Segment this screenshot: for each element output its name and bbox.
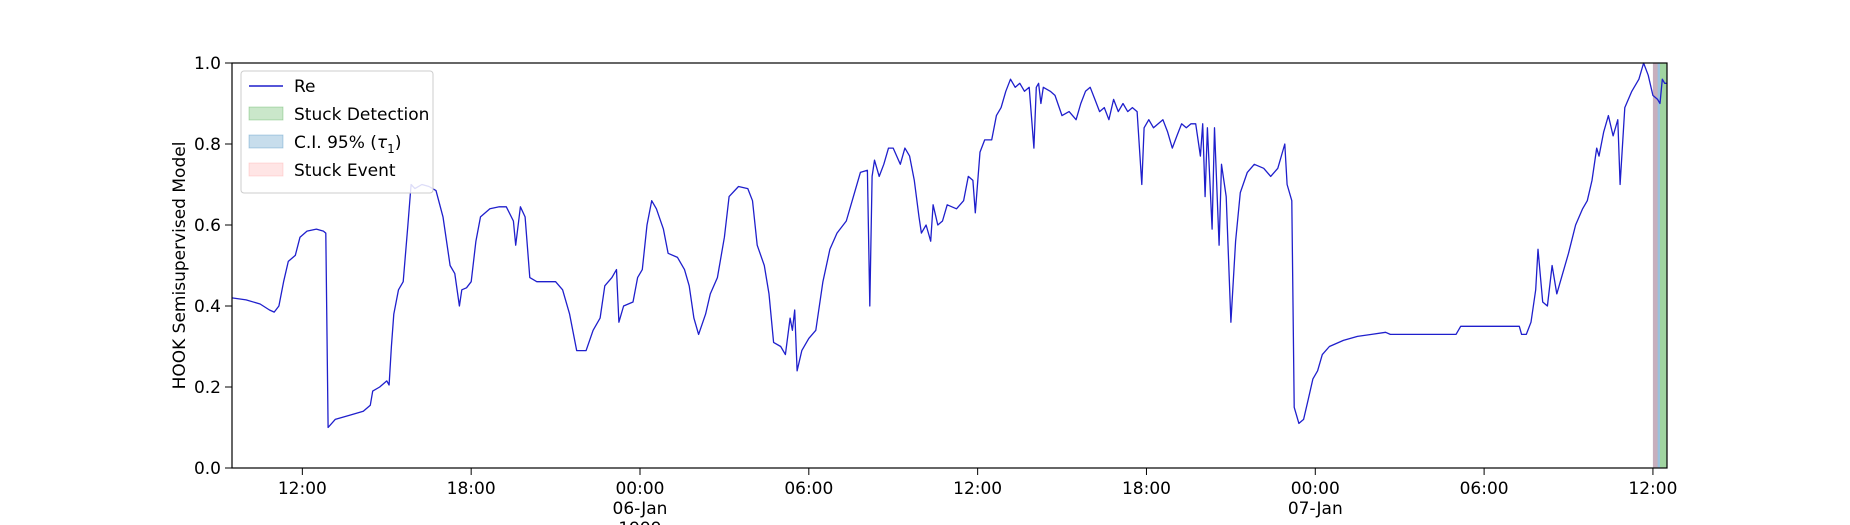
legend-label-c-i-95-1: C.I. 95% (τ1) (294, 133, 401, 156)
y-tick-label: 1.0 (194, 54, 221, 74)
y-axis: 0.0 0.2 0.4 0.6 0.8 1.0 (194, 54, 232, 479)
y-axis-label: HOOK Semisupervised Model (170, 142, 190, 390)
legend-swatch-stuck-detection (248, 106, 284, 121)
line-layer (231, 62, 1667, 429)
x-tick-label: 18:00 (447, 479, 496, 499)
spans-layer (1652, 63, 1667, 468)
x-tick-label: 00:00 (1291, 479, 1340, 499)
x-tick-label: 12:00 (278, 479, 327, 499)
x-tick-date-label: 06-Jan (613, 499, 668, 519)
legend-label-re: Re (294, 77, 316, 97)
span-c-i-95-1 (1652, 63, 1660, 468)
span-stuck-event (1652, 63, 1658, 468)
legend-box (240, 70, 434, 194)
x-tick-label: 12:00 (953, 479, 1002, 499)
span-stuck-detection (1659, 63, 1667, 468)
x-axis: 12:0018:0000:0006-Jan199906:0012:0018:00… (278, 468, 1677, 525)
legend-label-stuck-event: Stuck Event (294, 161, 396, 181)
x-tick-label: 06:00 (1460, 479, 1509, 499)
series-line-re (231, 62, 1667, 429)
y-tick-label: 0.4 (194, 297, 221, 317)
y-tick-label: 0.8 (194, 135, 221, 155)
x-tick-label: 12:00 (1628, 479, 1677, 499)
legend-swatch-c-i-95-1 (248, 134, 284, 149)
legend-swatch-stuck-event (248, 162, 284, 177)
x-tick-year-label: 1999 (618, 519, 661, 525)
x-tick-label: 18:00 (1122, 479, 1171, 499)
y-tick-label: 0.6 (194, 216, 221, 236)
x-tick-date-label: 07-Jan (1288, 499, 1343, 519)
y-tick-label: 0.0 (194, 459, 221, 479)
legend: Re Stuck Detection C.I. 95% (τ1) Stuck Even… (240, 70, 434, 194)
y-tick-label: 0.2 (194, 378, 221, 398)
x-tick-label: 00:00 (615, 479, 664, 499)
x-tick-label: 06:00 (784, 479, 833, 499)
legend-label-stuck-detection: Stuck Detection (294, 105, 429, 125)
plot-frame (231, 62, 1668, 469)
